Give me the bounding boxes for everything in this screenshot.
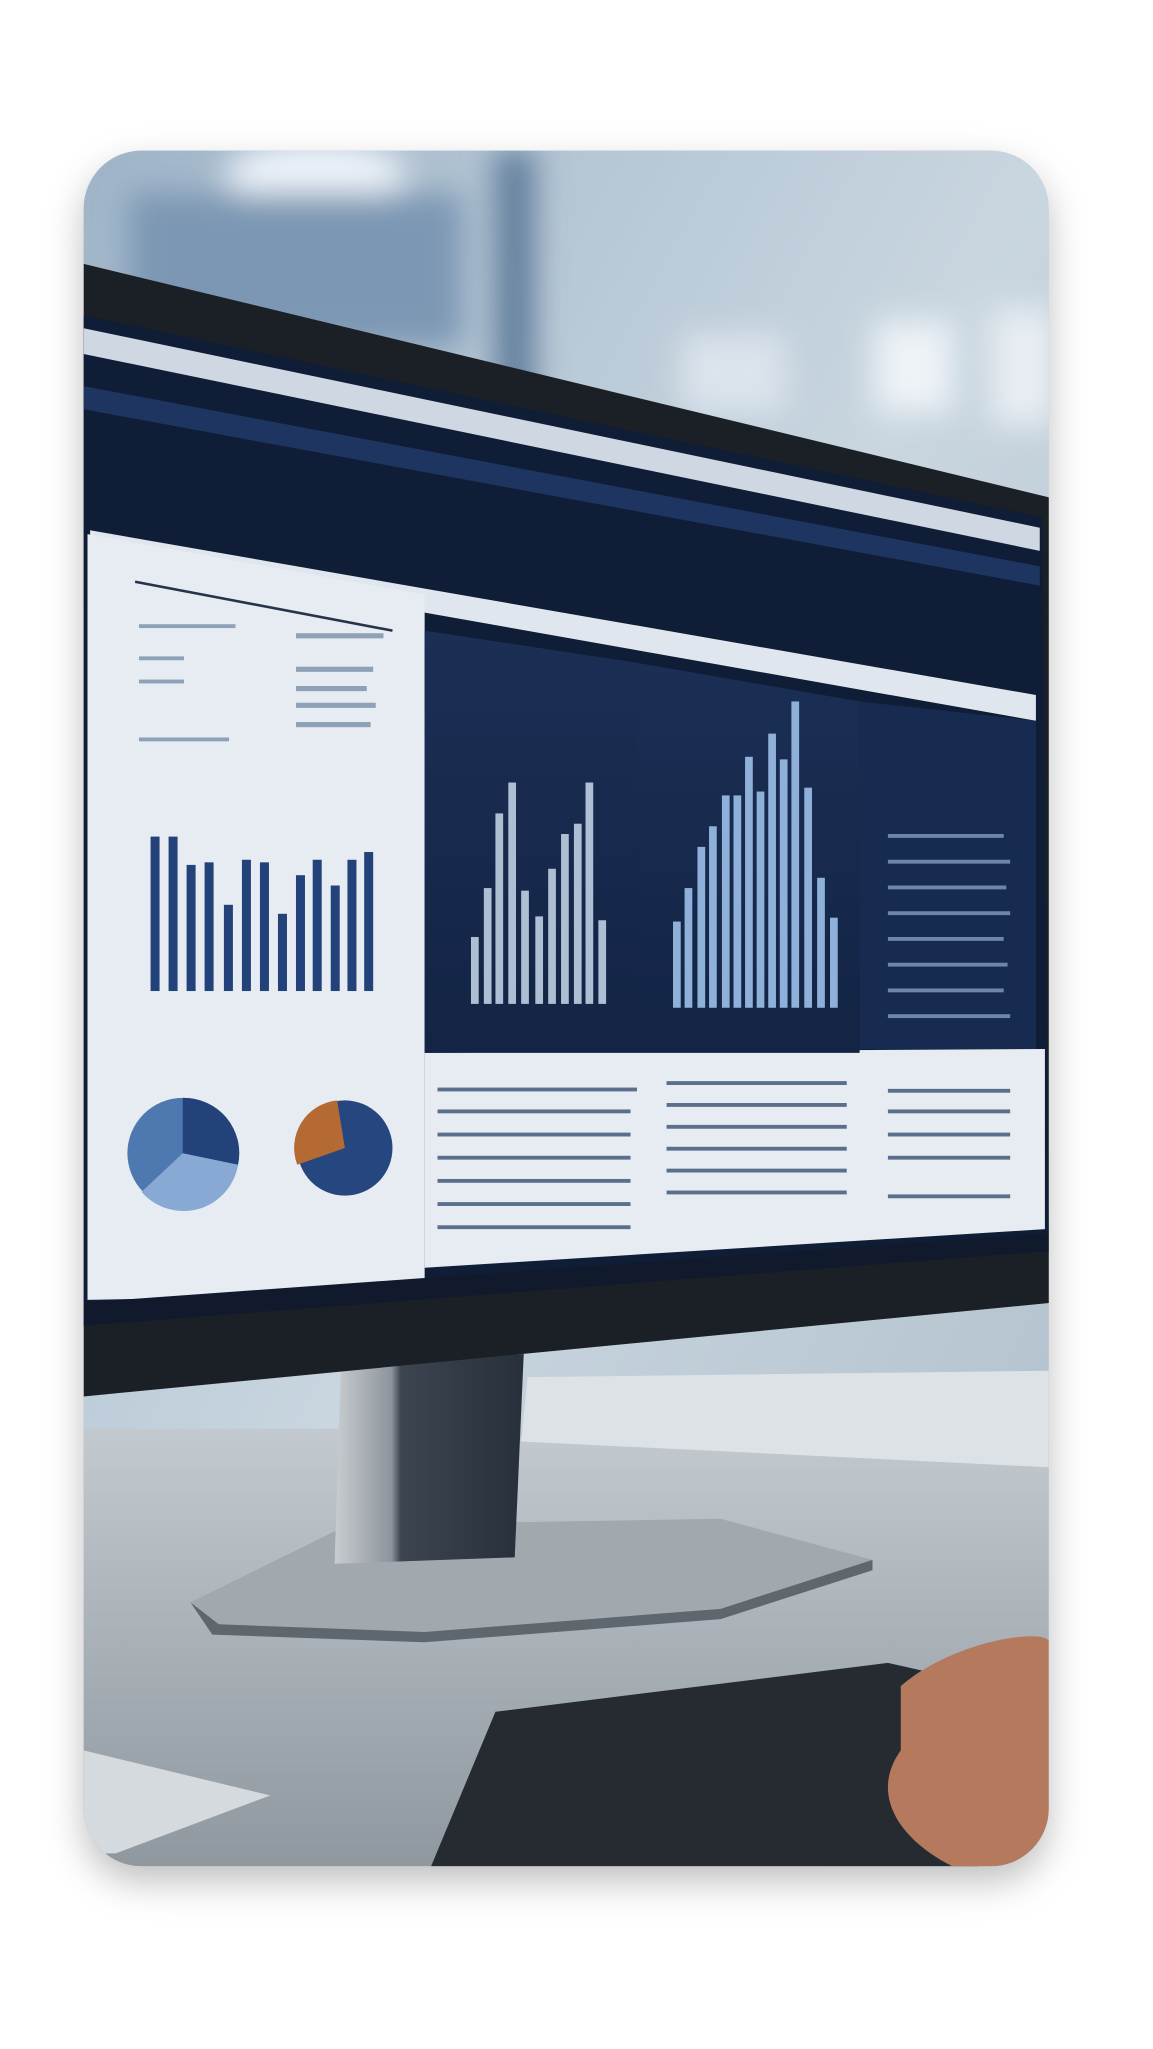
pie-left: [127, 1097, 240, 1212]
list-lines: [887, 834, 1011, 1019]
panel-bars: [673, 701, 838, 1008]
list-panel: [859, 701, 1036, 1049]
table-lines: [437, 1081, 1011, 1230]
desk-object: [521, 1370, 1049, 1468]
stand-base-edge: [190, 1559, 873, 1643]
keyboard: [431, 1662, 991, 1867]
hand: [887, 1636, 1049, 1867]
scene: [83, 150, 1049, 1867]
screen-header-line: [83, 386, 1040, 586]
left-text-lines: [138, 624, 384, 742]
screen-topbar: [83, 328, 1040, 551]
divider: [134, 580, 393, 632]
desk-paper: [83, 1750, 271, 1854]
left-bars: [150, 836, 374, 992]
panel-bars: [470, 782, 607, 1004]
pie-right: [294, 1100, 393, 1196]
stand-neck: [334, 1353, 524, 1564]
content-bottom: [424, 1048, 1045, 1268]
screen-bottom: [83, 1233, 1049, 1326]
